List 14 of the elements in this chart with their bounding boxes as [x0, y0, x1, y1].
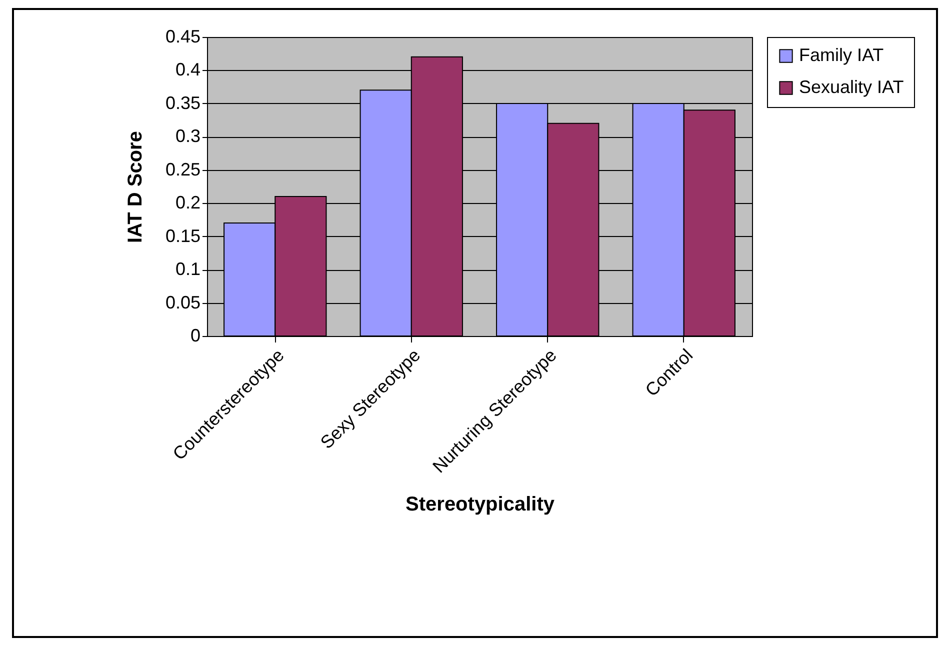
y-tick-label: 0 — [190, 326, 200, 346]
x-axis-title: Stereotypicality — [406, 494, 556, 516]
y-tick-label: 0.45 — [165, 26, 200, 46]
y-tick-label: 0.35 — [165, 92, 200, 113]
y-tick-label: 0.1 — [175, 259, 200, 280]
y-tick-label: 0.05 — [165, 292, 200, 312]
legend-label: Sexuality IAT — [799, 77, 904, 97]
legend-label: Family IAT — [799, 45, 884, 65]
y-tick-label: 0.3 — [175, 126, 200, 146]
y-tick-label: 0.4 — [175, 60, 200, 80]
y-tick-label: 0.2 — [175, 192, 200, 213]
y-tick-label: 0.15 — [165, 226, 200, 246]
y-axis-title: IAT D Score — [124, 131, 146, 243]
y-tick-label: 0.25 — [165, 159, 200, 180]
